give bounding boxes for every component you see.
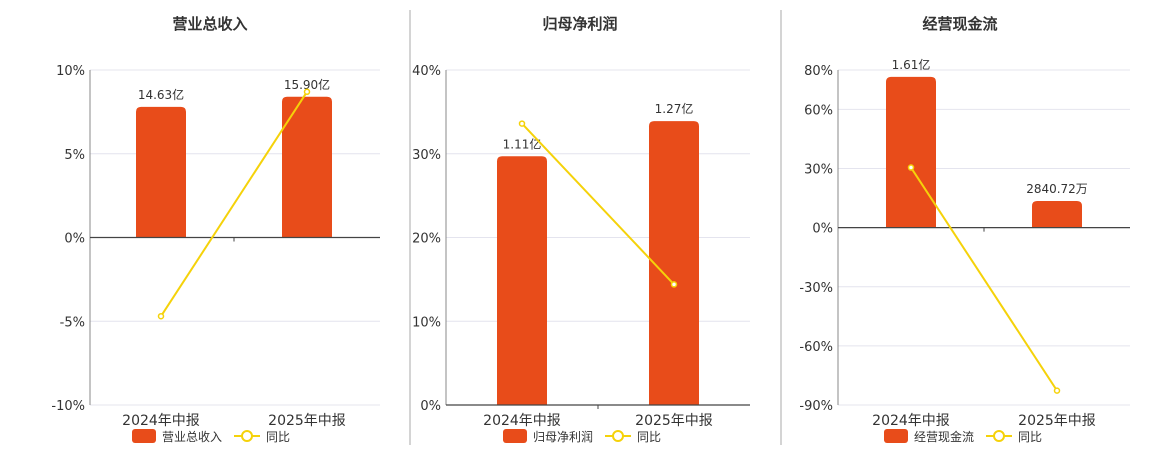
y-tick-label: -5% bbox=[60, 315, 85, 330]
chart-title: 经营现金流 bbox=[922, 15, 997, 33]
yoy-line bbox=[910, 166, 1058, 392]
y-tick-label: 10% bbox=[412, 315, 441, 330]
y-tick-label: 0% bbox=[812, 222, 833, 237]
x-category-label: 2024年中报 bbox=[483, 413, 561, 429]
bar-2 bbox=[1032, 201, 1082, 228]
legend-bar-label: 营业总收入 bbox=[162, 430, 222, 444]
legend-line-marker bbox=[993, 430, 1005, 442]
chart-title: 归母净利润 bbox=[542, 15, 617, 33]
y-tick-label: 20% bbox=[412, 232, 441, 247]
bar-2 bbox=[649, 121, 699, 406]
legend-line-label: 同比 bbox=[1018, 430, 1042, 444]
bar-data-label: 15.90亿 bbox=[284, 77, 330, 92]
yoy-line bbox=[521, 122, 675, 286]
y-tick-label: 0% bbox=[64, 232, 85, 247]
legend-line-label: 同比 bbox=[637, 430, 661, 444]
yoy-point-2 bbox=[303, 88, 311, 96]
y-tick-label: 10% bbox=[56, 64, 85, 79]
y-tick-label: 60% bbox=[804, 103, 833, 118]
y-tick-label: 80% bbox=[804, 64, 833, 79]
yoy-line bbox=[160, 91, 308, 317]
x-category-label: 2025年中报 bbox=[268, 413, 346, 429]
legend-line-marker bbox=[241, 430, 253, 442]
legend-bar-swatch bbox=[503, 429, 527, 443]
y-tick-label: -10% bbox=[51, 399, 85, 414]
y-tick-label: -30% bbox=[799, 281, 833, 296]
legend-line-marker bbox=[612, 430, 624, 442]
yoy-point-1 bbox=[157, 312, 165, 320]
yoy-point-2 bbox=[1053, 387, 1061, 394]
chart-title: 营业总收入 bbox=[172, 15, 247, 33]
legend-bar-swatch bbox=[132, 429, 156, 443]
y-tick-label: 30% bbox=[412, 148, 441, 163]
x-category-label: 2025年中报 bbox=[635, 413, 713, 429]
bar-data-label: 14.63亿 bbox=[138, 87, 184, 102]
bar-data-label: 1.11亿 bbox=[503, 136, 542, 151]
y-tick-label: 30% bbox=[804, 163, 833, 178]
bar-1 bbox=[136, 106, 186, 238]
legend-line-label: 同比 bbox=[266, 430, 290, 444]
y-tick-label: 5% bbox=[64, 148, 85, 163]
bar-data-label: 2840.72万 bbox=[1026, 182, 1088, 196]
y-tick-label: -90% bbox=[799, 399, 833, 414]
x-category-label: 2024年中报 bbox=[122, 413, 200, 429]
x-category-label: 2025年中报 bbox=[1018, 413, 1096, 429]
y-tick-label: -60% bbox=[799, 340, 833, 355]
bar-1 bbox=[497, 156, 547, 405]
yoy-point-2 bbox=[670, 281, 678, 288]
x-category-label: 2024年中报 bbox=[872, 413, 950, 429]
yoy-point-1 bbox=[518, 120, 526, 127]
bar-data-label: 1.27亿 bbox=[655, 101, 694, 116]
legend-bar-label: 归母净利润 bbox=[533, 430, 593, 444]
yoy-point-1 bbox=[907, 164, 915, 171]
bar-1 bbox=[886, 76, 936, 228]
bar-data-label: 1.61亿 bbox=[892, 57, 931, 72]
bar-2 bbox=[282, 96, 332, 238]
legend-bar-swatch bbox=[884, 429, 908, 443]
y-tick-label: 40% bbox=[412, 64, 441, 79]
legend-bar-label: 经营现金流 bbox=[914, 429, 974, 444]
y-tick-label: 0% bbox=[420, 399, 441, 414]
